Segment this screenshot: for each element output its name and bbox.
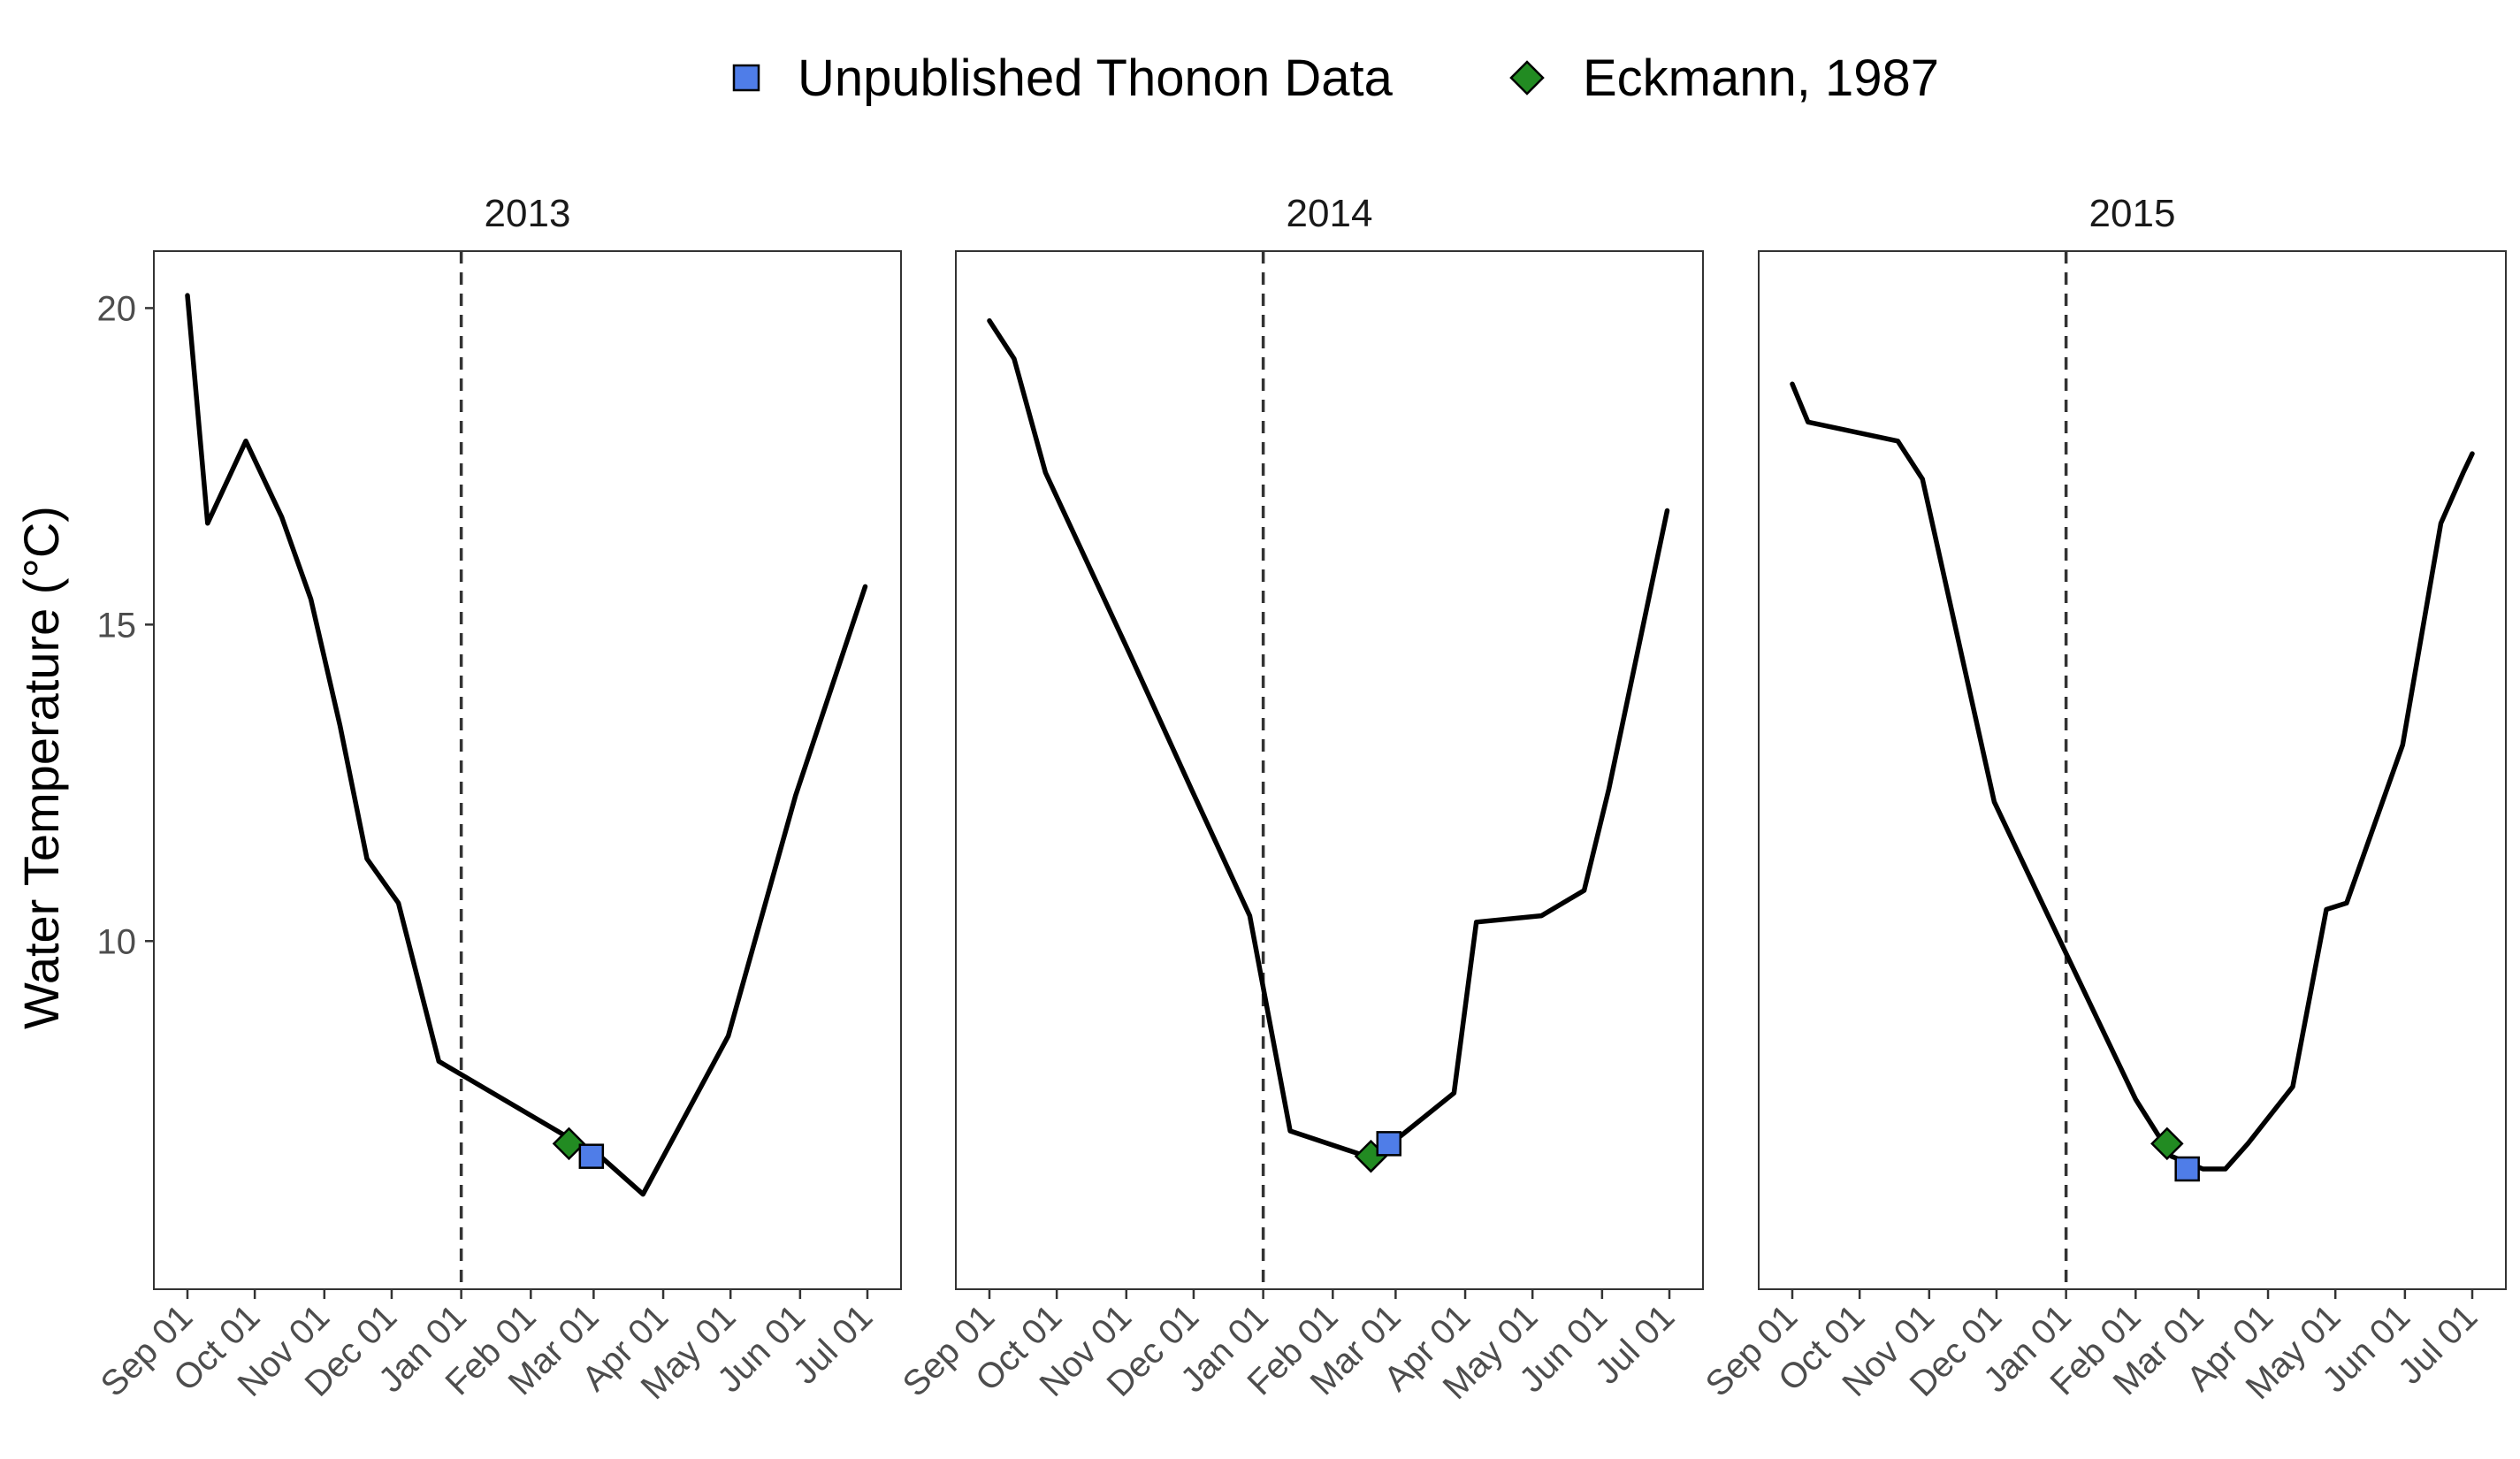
y-tick-label: 10 xyxy=(97,922,137,961)
panel-title: 2015 xyxy=(2089,192,2176,235)
legend: Unpublished Thonon Data Eckmann, 1987 xyxy=(732,50,1939,107)
y-tick-label: 15 xyxy=(97,606,137,645)
temperature-line xyxy=(185,293,868,1197)
thonon-point xyxy=(578,1143,605,1169)
y-tick-label: 20 xyxy=(97,289,137,328)
eckmann-point xyxy=(2150,1127,2184,1161)
panel-title: 2013 xyxy=(485,192,571,235)
legend-thonon-square-icon xyxy=(732,64,760,92)
x-tick-label: Jul 01 xyxy=(2391,1297,2486,1392)
x-tick-label: Jul 01 xyxy=(1588,1297,1683,1392)
legend-label-eckmann: Eckmann, 1987 xyxy=(1583,50,1939,107)
panel-border xyxy=(955,250,1704,1290)
x-tick-label: Jul 01 xyxy=(786,1297,881,1392)
temperature-line xyxy=(1790,381,2475,1172)
panel-title: 2014 xyxy=(1287,192,1373,235)
legend-label-thonon: Unpublished Thonon Data xyxy=(798,50,1394,107)
legend-eckmann-diamond-icon xyxy=(1509,60,1545,95)
thonon-point xyxy=(2174,1156,2200,1182)
thonon-point xyxy=(1376,1131,1402,1157)
temperature-line xyxy=(987,317,1670,1159)
panel-border xyxy=(1758,250,2507,1290)
y-axis-title: Water Temperature (°C) xyxy=(13,506,69,1029)
panel-border xyxy=(153,250,902,1290)
eckmann-point xyxy=(552,1127,586,1161)
